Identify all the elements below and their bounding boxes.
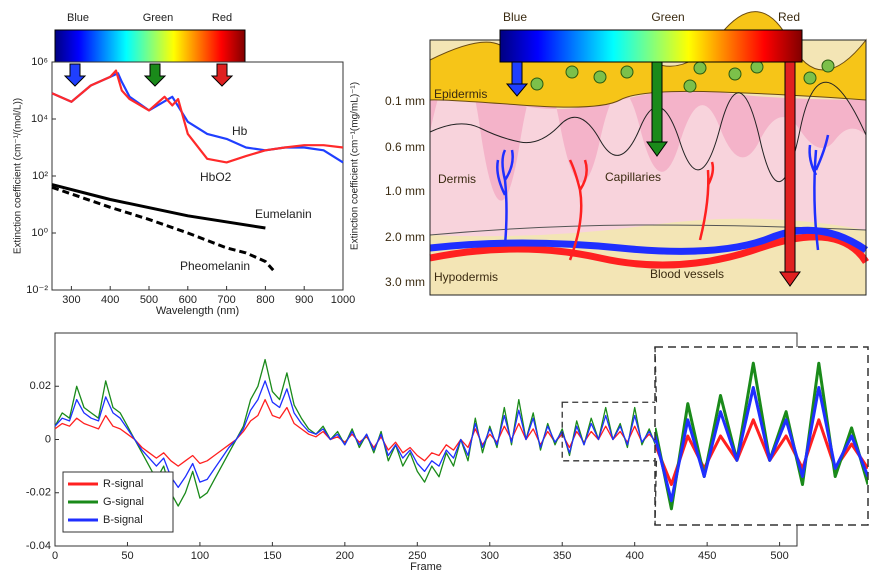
series-line [54, 398, 657, 467]
colorbar-label: Blue [67, 12, 89, 24]
y2-axis-label: Extinction coefficient (cm⁻¹(mg/mL)⁻¹) [350, 82, 361, 250]
x-tick-label: 350 [553, 550, 571, 562]
layer-label: Epidermis [434, 87, 487, 101]
colorbar [499, 29, 803, 63]
series-label: Hb [232, 124, 248, 138]
skin-diagram: Blue Green Red 0.1 mm 0.6 mm 1.0 mm 2.0 … [385, 10, 869, 296]
series-label: HbO2 [200, 170, 232, 184]
plot-frame [51, 61, 344, 291]
inset-plot [655, 361, 868, 511]
y-tick-label: 0 [45, 433, 51, 445]
inset-bg [655, 347, 868, 525]
colorbar-label: Green [143, 12, 174, 24]
x-tick-label: 600 [179, 294, 197, 306]
colorbar-label: Red [212, 12, 232, 24]
x-axis-label: Wavelength (nm) [156, 305, 239, 317]
cells [530, 59, 835, 93]
series-line [51, 183, 266, 230]
x-tick-label: 500 [140, 294, 158, 306]
x-tick-label: 300 [62, 294, 80, 306]
inset-frame [654, 346, 869, 526]
depth-label: 3.0 mm [385, 275, 425, 289]
arrow [63, 63, 87, 87]
x-tick-label: 150 [263, 550, 281, 562]
capillaries [496, 134, 830, 261]
inset-series-line [655, 386, 868, 503]
arrow [651, 61, 663, 143]
y-tick-label: -0.04 [26, 540, 51, 552]
y-tick-label: 0.02 [30, 380, 51, 392]
depth-label: 0.1 mm [385, 94, 425, 108]
colorbar [54, 29, 246, 63]
arrow [143, 63, 167, 87]
y-tick-label: 10⁰ [31, 227, 48, 239]
legend-label: G-signal [103, 496, 144, 508]
arrow [779, 271, 801, 287]
y-tick-label: 10² [32, 170, 48, 182]
x-tick-label: 900 [295, 294, 313, 306]
layer-label: Hypodermis [434, 270, 498, 284]
structure-label: Blood vessels [650, 267, 724, 281]
y-tick-label: 10⁻² [26, 284, 48, 296]
series-line [51, 185, 275, 272]
x-tick-label: 0 [52, 550, 58, 562]
legend-label: B-signal [103, 514, 143, 526]
series-line [51, 72, 344, 164]
x-tick-label: 500 [770, 550, 788, 562]
series-line [54, 380, 657, 489]
y-axis-label: Extinction coefficient (cm⁻¹/(mol/L)) [13, 98, 24, 254]
series-line [51, 69, 344, 164]
x-tick-label: 400 [101, 294, 119, 306]
arrow [646, 141, 668, 157]
vessel [429, 233, 869, 269]
y-tick-label: 10⁴ [31, 113, 48, 125]
legend-label: R-signal [103, 478, 143, 490]
depth-label: 1.0 mm [385, 184, 425, 198]
y-tick-label: 10⁶ [31, 56, 48, 68]
x-tick-label: 250 [408, 550, 426, 562]
y-tick-label: -0.02 [26, 487, 51, 499]
depth-label: 0.6 mm [385, 140, 425, 154]
x-tick-label: 450 [698, 550, 716, 562]
x-tick-label: 200 [336, 550, 354, 562]
x-tick-label: 400 [626, 550, 644, 562]
x-tick-label: 700 [217, 294, 235, 306]
x-tick-label: 50 [121, 550, 133, 562]
layer-label: Dermis [438, 172, 476, 186]
x-tick-label: 800 [256, 294, 274, 306]
colorbar-left: Blue Green Red [54, 12, 246, 87]
arrow [505, 83, 529, 97]
depth-label: 2.0 mm [385, 230, 425, 244]
vessel [429, 226, 868, 255]
colorbar-label: Blue [503, 10, 527, 24]
structure-label: Capillaries [605, 170, 661, 184]
x-tick-label: 300 [481, 550, 499, 562]
x-axis-label: Frame [410, 561, 442, 573]
x-tick-label: 1000 [331, 294, 355, 306]
series-label: Pheomelanin [180, 259, 250, 273]
arrow [210, 63, 234, 87]
arrow [784, 61, 796, 273]
series-label: Eumelanin [255, 207, 312, 221]
x-tick-label: 100 [191, 550, 209, 562]
arrow [511, 61, 523, 85]
colorbar-label: Green [651, 10, 684, 24]
colorbar-label: Red [778, 10, 800, 24]
